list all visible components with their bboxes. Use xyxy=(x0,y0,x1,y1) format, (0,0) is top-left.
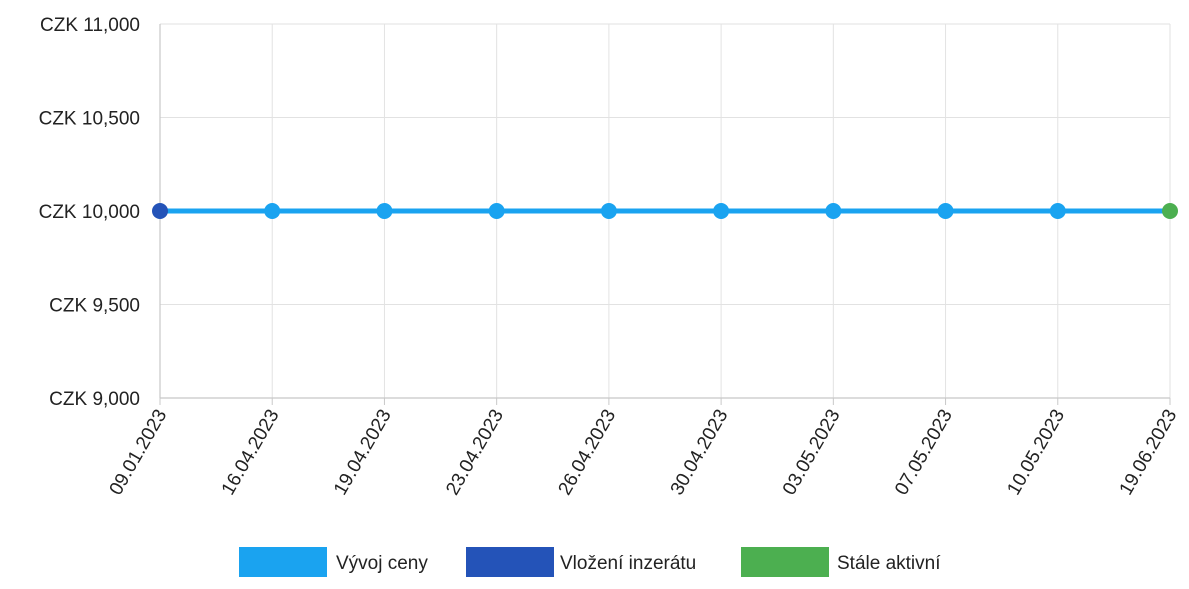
y-tick-label: CZK 10,000 xyxy=(39,202,140,223)
legend-label: Vložení inzerátu xyxy=(560,553,696,574)
legend-swatch xyxy=(239,547,327,577)
data-point xyxy=(600,203,617,219)
data-point xyxy=(937,203,954,219)
x-tick-label: 07.05.2023 xyxy=(891,406,957,499)
y-tick-label: CZK 10,500 xyxy=(39,109,140,130)
legend: Vývoj ceny Vložení inzerátu Stále aktivní xyxy=(239,547,941,577)
data-point xyxy=(1049,203,1066,219)
x-tick-label: 16.04.2023 xyxy=(218,406,284,499)
series-layer xyxy=(152,203,1178,219)
legend-label: Vývoj ceny xyxy=(336,553,428,574)
x-tick-label: 23.04.2023 xyxy=(442,406,508,499)
x-tick-label: 19.04.2023 xyxy=(330,406,396,499)
legend-label: Stále aktivní xyxy=(837,553,941,574)
x-tick-label: 26.04.2023 xyxy=(554,406,620,499)
y-tick-label: CZK 9,000 xyxy=(49,389,140,410)
axes xyxy=(159,24,1171,405)
y-axis-ticks: CZK 9,000 CZK 9,500 CZK 10,000 CZK 10,500 CZ… xyxy=(39,15,140,410)
x-tick-label: 19.06.2023 xyxy=(1116,406,1182,499)
data-point xyxy=(264,203,281,219)
data-point xyxy=(713,203,730,219)
legend-swatch xyxy=(466,547,554,577)
data-point xyxy=(1162,203,1178,219)
x-tick-label: 30.04.2023 xyxy=(667,406,733,499)
x-tick-label: 03.05.2023 xyxy=(779,406,845,499)
data-point xyxy=(825,203,842,219)
x-axis-ticks: 09.01.2023 16.04.2023 19.04.2023 23.04.2023… xyxy=(106,406,1182,499)
data-point xyxy=(376,203,393,219)
y-tick-label: CZK 9,500 xyxy=(49,296,140,317)
data-point xyxy=(488,203,505,219)
legend-swatch xyxy=(741,547,829,577)
y-tick-label: CZK 11,000 xyxy=(40,15,140,36)
x-tick-label: 09.01.2023 xyxy=(106,406,172,499)
data-point xyxy=(152,203,168,219)
x-tick-label: 10.05.2023 xyxy=(1003,406,1069,499)
